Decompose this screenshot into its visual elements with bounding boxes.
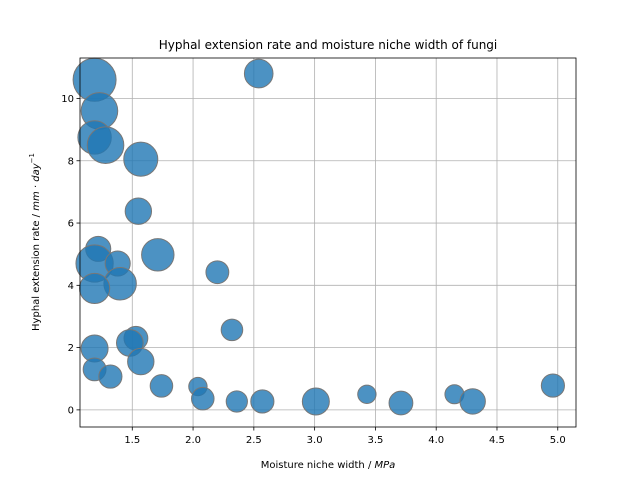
data-point xyxy=(225,390,248,413)
y-tick-label: 4 xyxy=(68,281,74,292)
plot-frame xyxy=(79,57,577,428)
chart-title: Hyphal extension rate and moisture niche… xyxy=(159,38,498,52)
x-tick-label: 3.5 xyxy=(367,435,383,446)
data-point xyxy=(388,390,414,416)
data-points xyxy=(72,57,565,416)
x-tick-label: 5.0 xyxy=(550,435,566,446)
y-axis-label-exponent: −1 xyxy=(28,153,36,163)
x-tick-label: 2.5 xyxy=(246,435,262,446)
data-point xyxy=(250,389,275,414)
x-axis-ticks: 1.5 2.0 2.5 3.0 3.5 4.0 4.5 5.0 xyxy=(124,427,566,446)
y-tick-label: 0 xyxy=(68,405,74,416)
x-tick-label: 2.0 xyxy=(185,435,201,446)
data-point xyxy=(123,141,159,177)
x-tick-label: 4.0 xyxy=(428,435,444,446)
data-point xyxy=(357,384,377,404)
y-axis-label-unit: mm · day xyxy=(31,162,42,210)
y-axis-label: Hyphal extension rate / mm · day−1 xyxy=(28,153,42,331)
data-point xyxy=(78,272,111,305)
y-axis-label-text: Hyphal extension rate / xyxy=(31,211,42,331)
data-point xyxy=(127,347,155,376)
data-point xyxy=(220,318,244,342)
data-point xyxy=(124,197,153,225)
grid-lines xyxy=(80,58,576,427)
x-axis-label-unit: MPa xyxy=(375,460,396,471)
data-point xyxy=(301,387,330,416)
x-tick-label: 4.5 xyxy=(489,435,505,446)
x-tick-label: 3.0 xyxy=(307,435,323,446)
y-tick-label: 10 xyxy=(61,94,74,105)
data-point xyxy=(86,126,125,164)
data-point xyxy=(540,373,565,398)
data-point xyxy=(191,386,215,411)
data-point xyxy=(459,388,486,415)
data-point xyxy=(98,364,123,389)
y-tick-label: 2 xyxy=(68,343,74,354)
y-tick-label: 6 xyxy=(68,219,74,230)
x-axis-label-text: Moisture niche width / xyxy=(261,460,375,471)
x-tick-label: 1.5 xyxy=(124,435,140,446)
y-axis-ticks: 0 2 4 6 8 10 xyxy=(61,94,80,416)
data-point xyxy=(141,238,175,272)
x-axis-label: Moisture niche width / MPa xyxy=(261,460,396,471)
data-point xyxy=(149,374,174,398)
data-point xyxy=(243,58,274,89)
data-point xyxy=(205,260,230,285)
y-tick-label: 8 xyxy=(68,156,74,167)
